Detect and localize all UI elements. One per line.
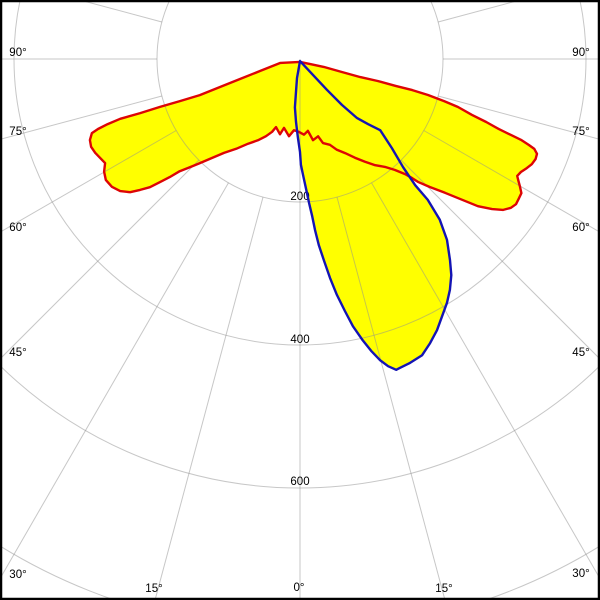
radius-label-600: 600 xyxy=(290,476,309,488)
grid-radial--45 xyxy=(0,159,200,360)
grid-radial--60 xyxy=(0,130,177,233)
angle-label-left-0: 90° xyxy=(9,47,26,59)
angle-label-right-0: 90° xyxy=(572,47,589,59)
grid-radial-30 xyxy=(371,182,600,580)
angle-label-right-1: 75° xyxy=(572,126,589,138)
grid-radial-75 xyxy=(437,95,600,140)
radius-label-200: 200 xyxy=(290,191,309,203)
curves xyxy=(88,59,539,371)
angle-label-bottom-1: 0° xyxy=(294,582,305,594)
grid-radial-15 xyxy=(336,196,446,600)
grid-radial--30 xyxy=(0,182,229,580)
grid-radial--75 xyxy=(0,95,163,140)
angle-label-right-3: 45° xyxy=(572,347,589,359)
axis-labels: 90° 75° 60° 45° 30° 90° 75° 60° 45° 30° 15° 0° 15° 20… xyxy=(9,47,589,595)
lobe-fills xyxy=(89,61,538,370)
angle-label-bottom-2: 15° xyxy=(435,583,452,595)
grid-radial-60 xyxy=(423,130,600,233)
grid-radial-45 xyxy=(400,159,600,360)
grid-radial--15 xyxy=(154,196,264,600)
angle-label-left-2: 60° xyxy=(9,222,26,234)
angle-label-right-2: 60° xyxy=(572,222,589,234)
angle-label-left-4: 30° xyxy=(9,569,26,581)
red_curve xyxy=(88,60,539,212)
blue_curve xyxy=(293,59,453,371)
angle-label-left-3: 45° xyxy=(9,347,26,359)
angle-label-right-4: 30° xyxy=(572,568,589,580)
angle-label-bottom-0: 15° xyxy=(145,583,162,595)
radius-label-400: 400 xyxy=(290,334,309,346)
blue_curve-fill xyxy=(294,61,452,370)
angle-label-left-1: 75° xyxy=(9,126,26,138)
